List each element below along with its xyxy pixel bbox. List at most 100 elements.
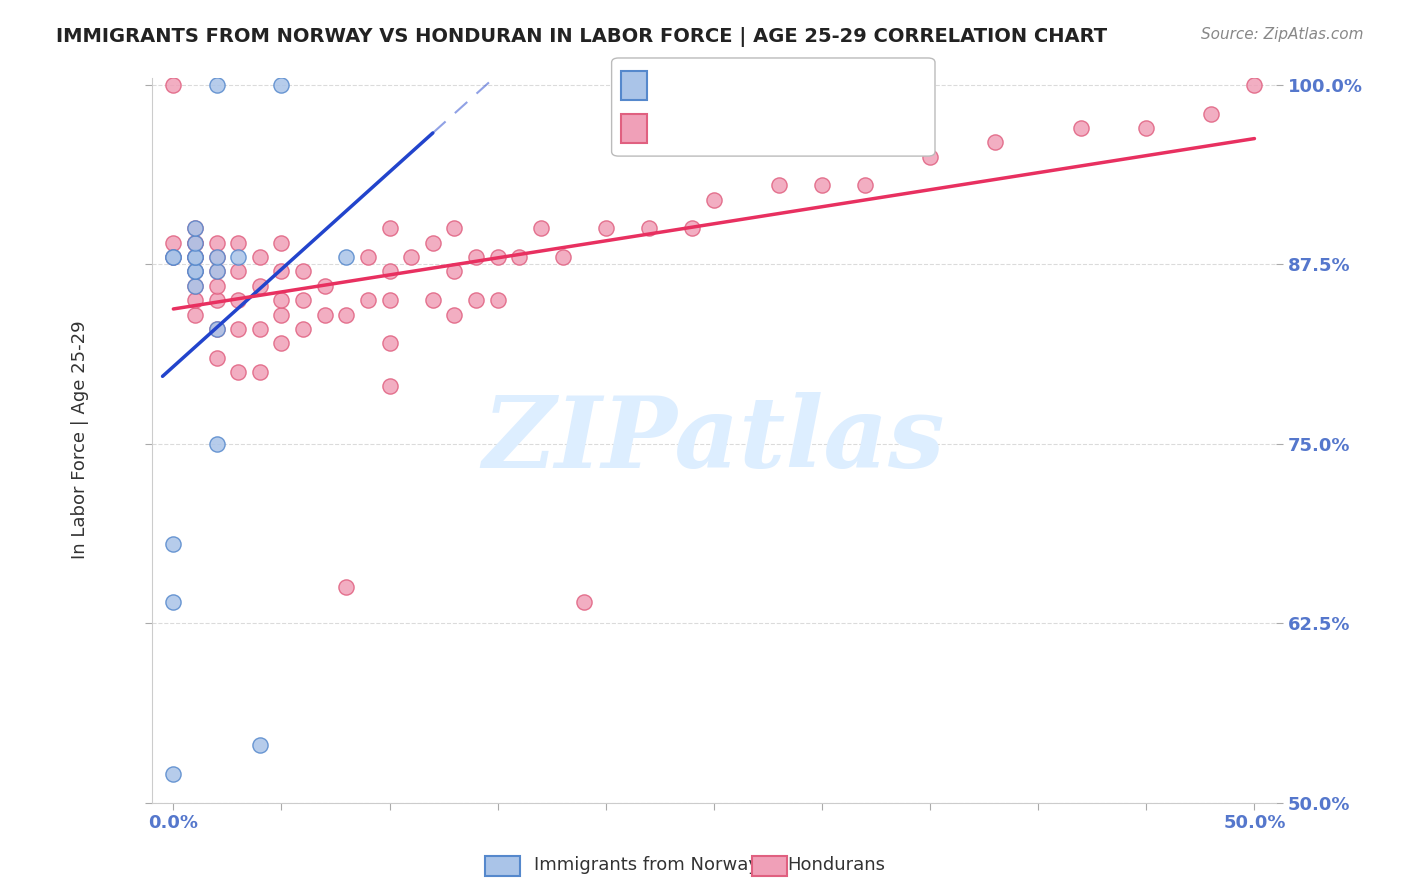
Point: [399, 250, 422, 264]
Point: [226, 235, 249, 250]
Point: [1070, 120, 1092, 135]
Point: [205, 264, 228, 278]
Point: [184, 235, 207, 250]
Point: [184, 293, 207, 307]
Point: [205, 250, 228, 264]
Point: [378, 293, 401, 307]
Point: [249, 322, 271, 336]
Text: N =: N =: [734, 120, 793, 139]
Point: [184, 250, 207, 264]
Point: [443, 221, 465, 235]
Point: [357, 293, 380, 307]
Point: [486, 293, 509, 307]
Point: [226, 250, 249, 264]
Point: [226, 264, 249, 278]
Text: 21: 21: [763, 75, 790, 95]
Point: [508, 250, 530, 264]
Text: 74: 74: [769, 120, 796, 139]
Point: [184, 250, 207, 264]
Point: [162, 537, 184, 551]
Point: [292, 264, 315, 278]
Point: [184, 235, 207, 250]
Point: [184, 250, 207, 264]
Point: [205, 293, 228, 307]
Text: R = 0.469   N = 74: R = 0.469 N = 74: [640, 120, 839, 139]
Text: -0.241: -0.241: [692, 75, 762, 95]
Point: [853, 178, 876, 193]
Point: [205, 78, 228, 92]
Point: [270, 336, 292, 351]
Point: [551, 250, 574, 264]
Point: [984, 135, 1007, 149]
Point: [681, 221, 703, 235]
Text: N =: N =: [728, 75, 787, 95]
Point: [378, 221, 401, 235]
Point: [292, 293, 315, 307]
Point: [335, 580, 357, 594]
Point: [249, 738, 271, 752]
Point: [205, 278, 228, 293]
Point: [205, 322, 228, 336]
Point: [703, 193, 725, 207]
Point: [184, 221, 207, 235]
Point: [465, 250, 488, 264]
Point: [184, 221, 207, 235]
Point: [249, 365, 271, 379]
Point: [184, 264, 207, 278]
Point: [226, 365, 249, 379]
Point: [205, 351, 228, 365]
Point: [314, 278, 336, 293]
Point: [422, 293, 444, 307]
Point: [530, 221, 553, 235]
Point: [270, 293, 292, 307]
Point: [443, 264, 465, 278]
Point: [184, 264, 207, 278]
Point: [162, 250, 184, 264]
Text: IMMIGRANTS FROM NORWAY VS HONDURAN IN LABOR FORCE | AGE 25-29 CORRELATION CHART: IMMIGRANTS FROM NORWAY VS HONDURAN IN LA…: [56, 27, 1108, 46]
Point: [226, 322, 249, 336]
Point: [465, 293, 488, 307]
Point: [162, 250, 184, 264]
Point: [292, 322, 315, 336]
Point: [1199, 106, 1222, 120]
Point: [205, 250, 228, 264]
Point: [184, 235, 207, 250]
Point: [205, 322, 228, 336]
Point: [486, 250, 509, 264]
Point: [184, 278, 207, 293]
Point: [378, 379, 401, 393]
Y-axis label: In Labor Force | Age 25-29: In Labor Force | Age 25-29: [72, 321, 89, 559]
Point: [270, 78, 292, 92]
Point: [162, 767, 184, 781]
Point: [378, 336, 401, 351]
Point: [162, 250, 184, 264]
Point: [226, 293, 249, 307]
Point: [595, 221, 617, 235]
Point: [422, 235, 444, 250]
Point: [314, 308, 336, 322]
Text: Source: ZipAtlas.com: Source: ZipAtlas.com: [1201, 27, 1364, 42]
Text: R =: R =: [658, 120, 703, 139]
Point: [1243, 78, 1265, 92]
Point: [205, 235, 228, 250]
Text: R =: R =: [658, 75, 703, 95]
Text: ZIPatlas: ZIPatlas: [482, 392, 945, 488]
Point: [162, 594, 184, 608]
Text: R = -0.241   N = 21: R = -0.241 N = 21: [640, 75, 848, 95]
Point: [162, 235, 184, 250]
Point: [270, 264, 292, 278]
Point: [378, 264, 401, 278]
Text: Hondurans: Hondurans: [787, 856, 886, 874]
Point: [1135, 120, 1157, 135]
Point: [249, 278, 271, 293]
Point: [184, 264, 207, 278]
Text: 0.469: 0.469: [692, 120, 754, 139]
Point: [768, 178, 790, 193]
Point: [184, 250, 207, 264]
Point: [205, 264, 228, 278]
Text: Immigrants from Norway: Immigrants from Norway: [534, 856, 759, 874]
Point: [357, 250, 380, 264]
Point: [572, 594, 595, 608]
Point: [184, 278, 207, 293]
Point: [184, 308, 207, 322]
